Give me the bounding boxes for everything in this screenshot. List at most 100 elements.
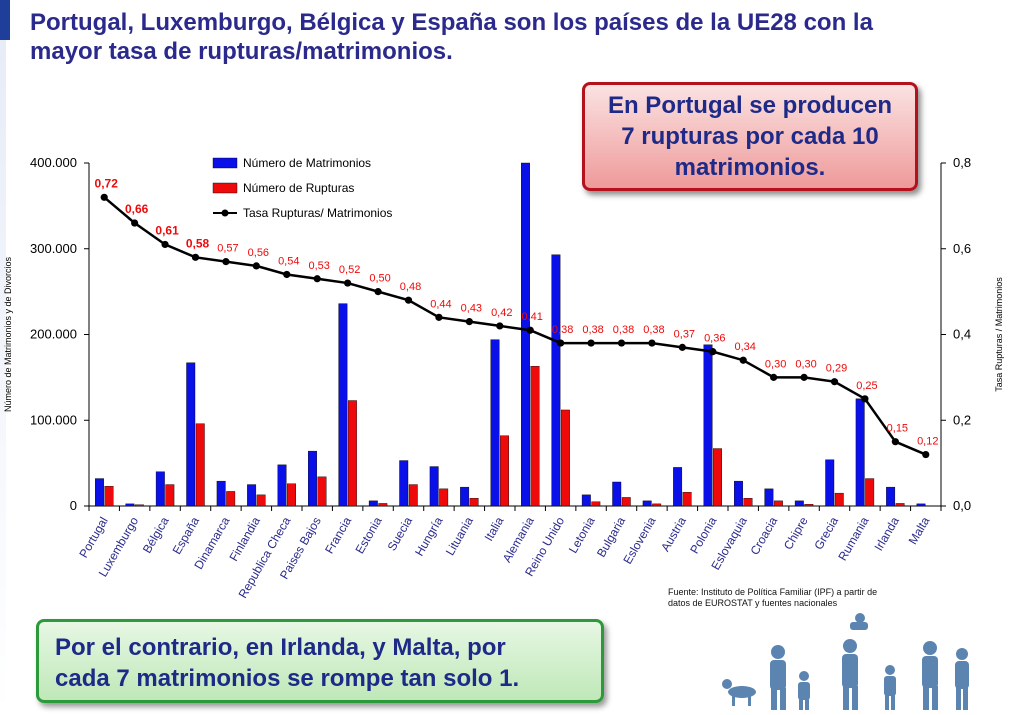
rate-point <box>435 313 443 321</box>
x-tick-label: Italia <box>482 514 507 543</box>
rate-data-label: 0,53 <box>309 260 330 272</box>
x-tick-label: Chipre <box>781 514 811 552</box>
y2-tick-label: 0,8 <box>953 155 971 170</box>
rate-data-label: 0,72 <box>95 176 119 190</box>
x-tick-label: Estonia <box>353 514 385 556</box>
bar-marriages <box>399 460 409 507</box>
bar-ruptures <box>652 503 662 507</box>
bar-marriages <box>125 503 135 507</box>
bar-ruptures <box>865 478 875 507</box>
bar-ruptures <box>621 497 631 507</box>
bar-marriages <box>794 500 804 507</box>
bar-ruptures <box>226 491 236 507</box>
rate-data-label: 0,52 <box>339 264 360 276</box>
rate-point <box>404 296 413 304</box>
callout-portugal-line-1: En Portugal se producen <box>607 92 893 119</box>
rate-point <box>891 438 899 446</box>
bar-ruptures <box>256 494 266 507</box>
bar-ruptures <box>469 498 479 507</box>
bar-ruptures <box>347 400 357 507</box>
bar-ruptures <box>713 448 722 507</box>
rate-point <box>222 258 230 266</box>
rate-data-label: 0,48 <box>400 281 421 293</box>
rate-data-label: 0,61 <box>155 223 179 237</box>
bar-ruptures <box>165 484 175 507</box>
legend-swatch-marriages <box>212 157 238 169</box>
title-line-2: mayor tasa de rupturas/matrimonios. <box>30 38 453 65</box>
rate-data-label: 0,56 <box>248 247 269 259</box>
rate-data-label: 0,36 <box>704 333 725 345</box>
bar-marriages <box>368 500 378 507</box>
y-tick-label: 0 <box>70 498 77 513</box>
bar-marriages <box>338 303 348 507</box>
y-tick-label: 200.000 <box>30 327 77 342</box>
rate-point <box>100 193 108 201</box>
rate-data-label: 0,30 <box>795 358 816 370</box>
bar-marriages <box>612 481 622 507</box>
x-tick-label: Grecia <box>811 514 841 552</box>
x-tick-label: Malta <box>906 514 933 547</box>
x-tick-label: Croacia <box>747 514 780 557</box>
rate-data-label: 0,38 <box>643 324 664 336</box>
bar-marriages <box>521 162 530 507</box>
rate-point <box>496 322 504 330</box>
x-tick-label: España <box>170 514 203 557</box>
source-line-2: datos de EUROSTAT y fuentes nacionales <box>668 598 838 608</box>
bar-ruptures <box>134 504 144 507</box>
bar-ruptures <box>195 423 205 507</box>
x-tick-label: Suecia <box>385 514 416 553</box>
rate-point <box>283 270 291 279</box>
bar-marriages <box>95 478 104 507</box>
bar-ruptures <box>530 366 540 507</box>
rate-data-label: 0,57 <box>217 243 238 255</box>
bar-marriages <box>216 480 226 507</box>
bar-marriages <box>277 464 287 507</box>
x-tick-label: Francia <box>322 514 354 556</box>
y2-tick-label: 0,4 <box>953 327 971 342</box>
x-tick-label: Hungría <box>412 514 446 558</box>
rate-data-label: 0,41 <box>522 311 543 323</box>
bar-ruptures <box>773 500 783 507</box>
bar-ruptures <box>408 484 418 507</box>
bar-marriages <box>886 486 896 507</box>
rate-point <box>526 326 534 334</box>
rate-data-label: 0,29 <box>826 363 847 375</box>
bar-marriages <box>642 500 652 507</box>
legend-label-ruptures: Número de Rupturas <box>243 181 354 195</box>
rate-data-label: 0,38 <box>552 324 573 336</box>
rate-data-label: 0,37 <box>674 328 695 340</box>
bar-ruptures <box>287 483 296 507</box>
bar-ruptures <box>439 488 449 507</box>
rate-data-label: 0,42 <box>491 307 512 319</box>
bar-ruptures <box>500 435 509 507</box>
rate-point <box>465 318 473 326</box>
rate-data-label: 0,66 <box>125 202 149 216</box>
source-line-1: Fuente: Instituto de Política Familiar (… <box>668 587 878 597</box>
rate-point <box>648 339 656 347</box>
legend-label-rate: Tasa Rupturas/ Matrimonios <box>243 206 392 220</box>
legend-label-marriages: Número de Matrimonios <box>243 156 371 170</box>
rate-data-label: 0,30 <box>765 358 786 370</box>
family-silhouette-image <box>722 613 969 710</box>
x-tick-label: Letonia <box>566 514 598 555</box>
rate-point <box>617 339 626 347</box>
callout-portugal-line-2: 7 rupturas por cada 10 <box>621 123 879 150</box>
rate-data-label: 0,12 <box>917 436 938 448</box>
y2-tick-label: 0,2 <box>953 412 971 427</box>
y-tick-label: 400.000 <box>30 155 77 170</box>
bar-marriages <box>490 339 500 507</box>
bar-marriages <box>734 480 743 507</box>
y2-tick-label: 0,6 <box>953 241 971 256</box>
rate-data-label: 0,34 <box>735 341 756 353</box>
y-tick-label: 100.000 <box>30 412 77 427</box>
bar-ruptures <box>317 476 327 507</box>
bar-marriages <box>581 494 591 507</box>
rate-point <box>191 253 200 261</box>
bar-marriages <box>764 488 774 507</box>
bar-ruptures <box>560 409 570 507</box>
rate-data-label: 0,58 <box>186 236 210 250</box>
bar-marriages <box>825 459 835 507</box>
x-tick-label: Lituania <box>443 514 476 558</box>
rate-data-label: 0,15 <box>887 423 908 435</box>
bar-marriages <box>186 362 196 507</box>
